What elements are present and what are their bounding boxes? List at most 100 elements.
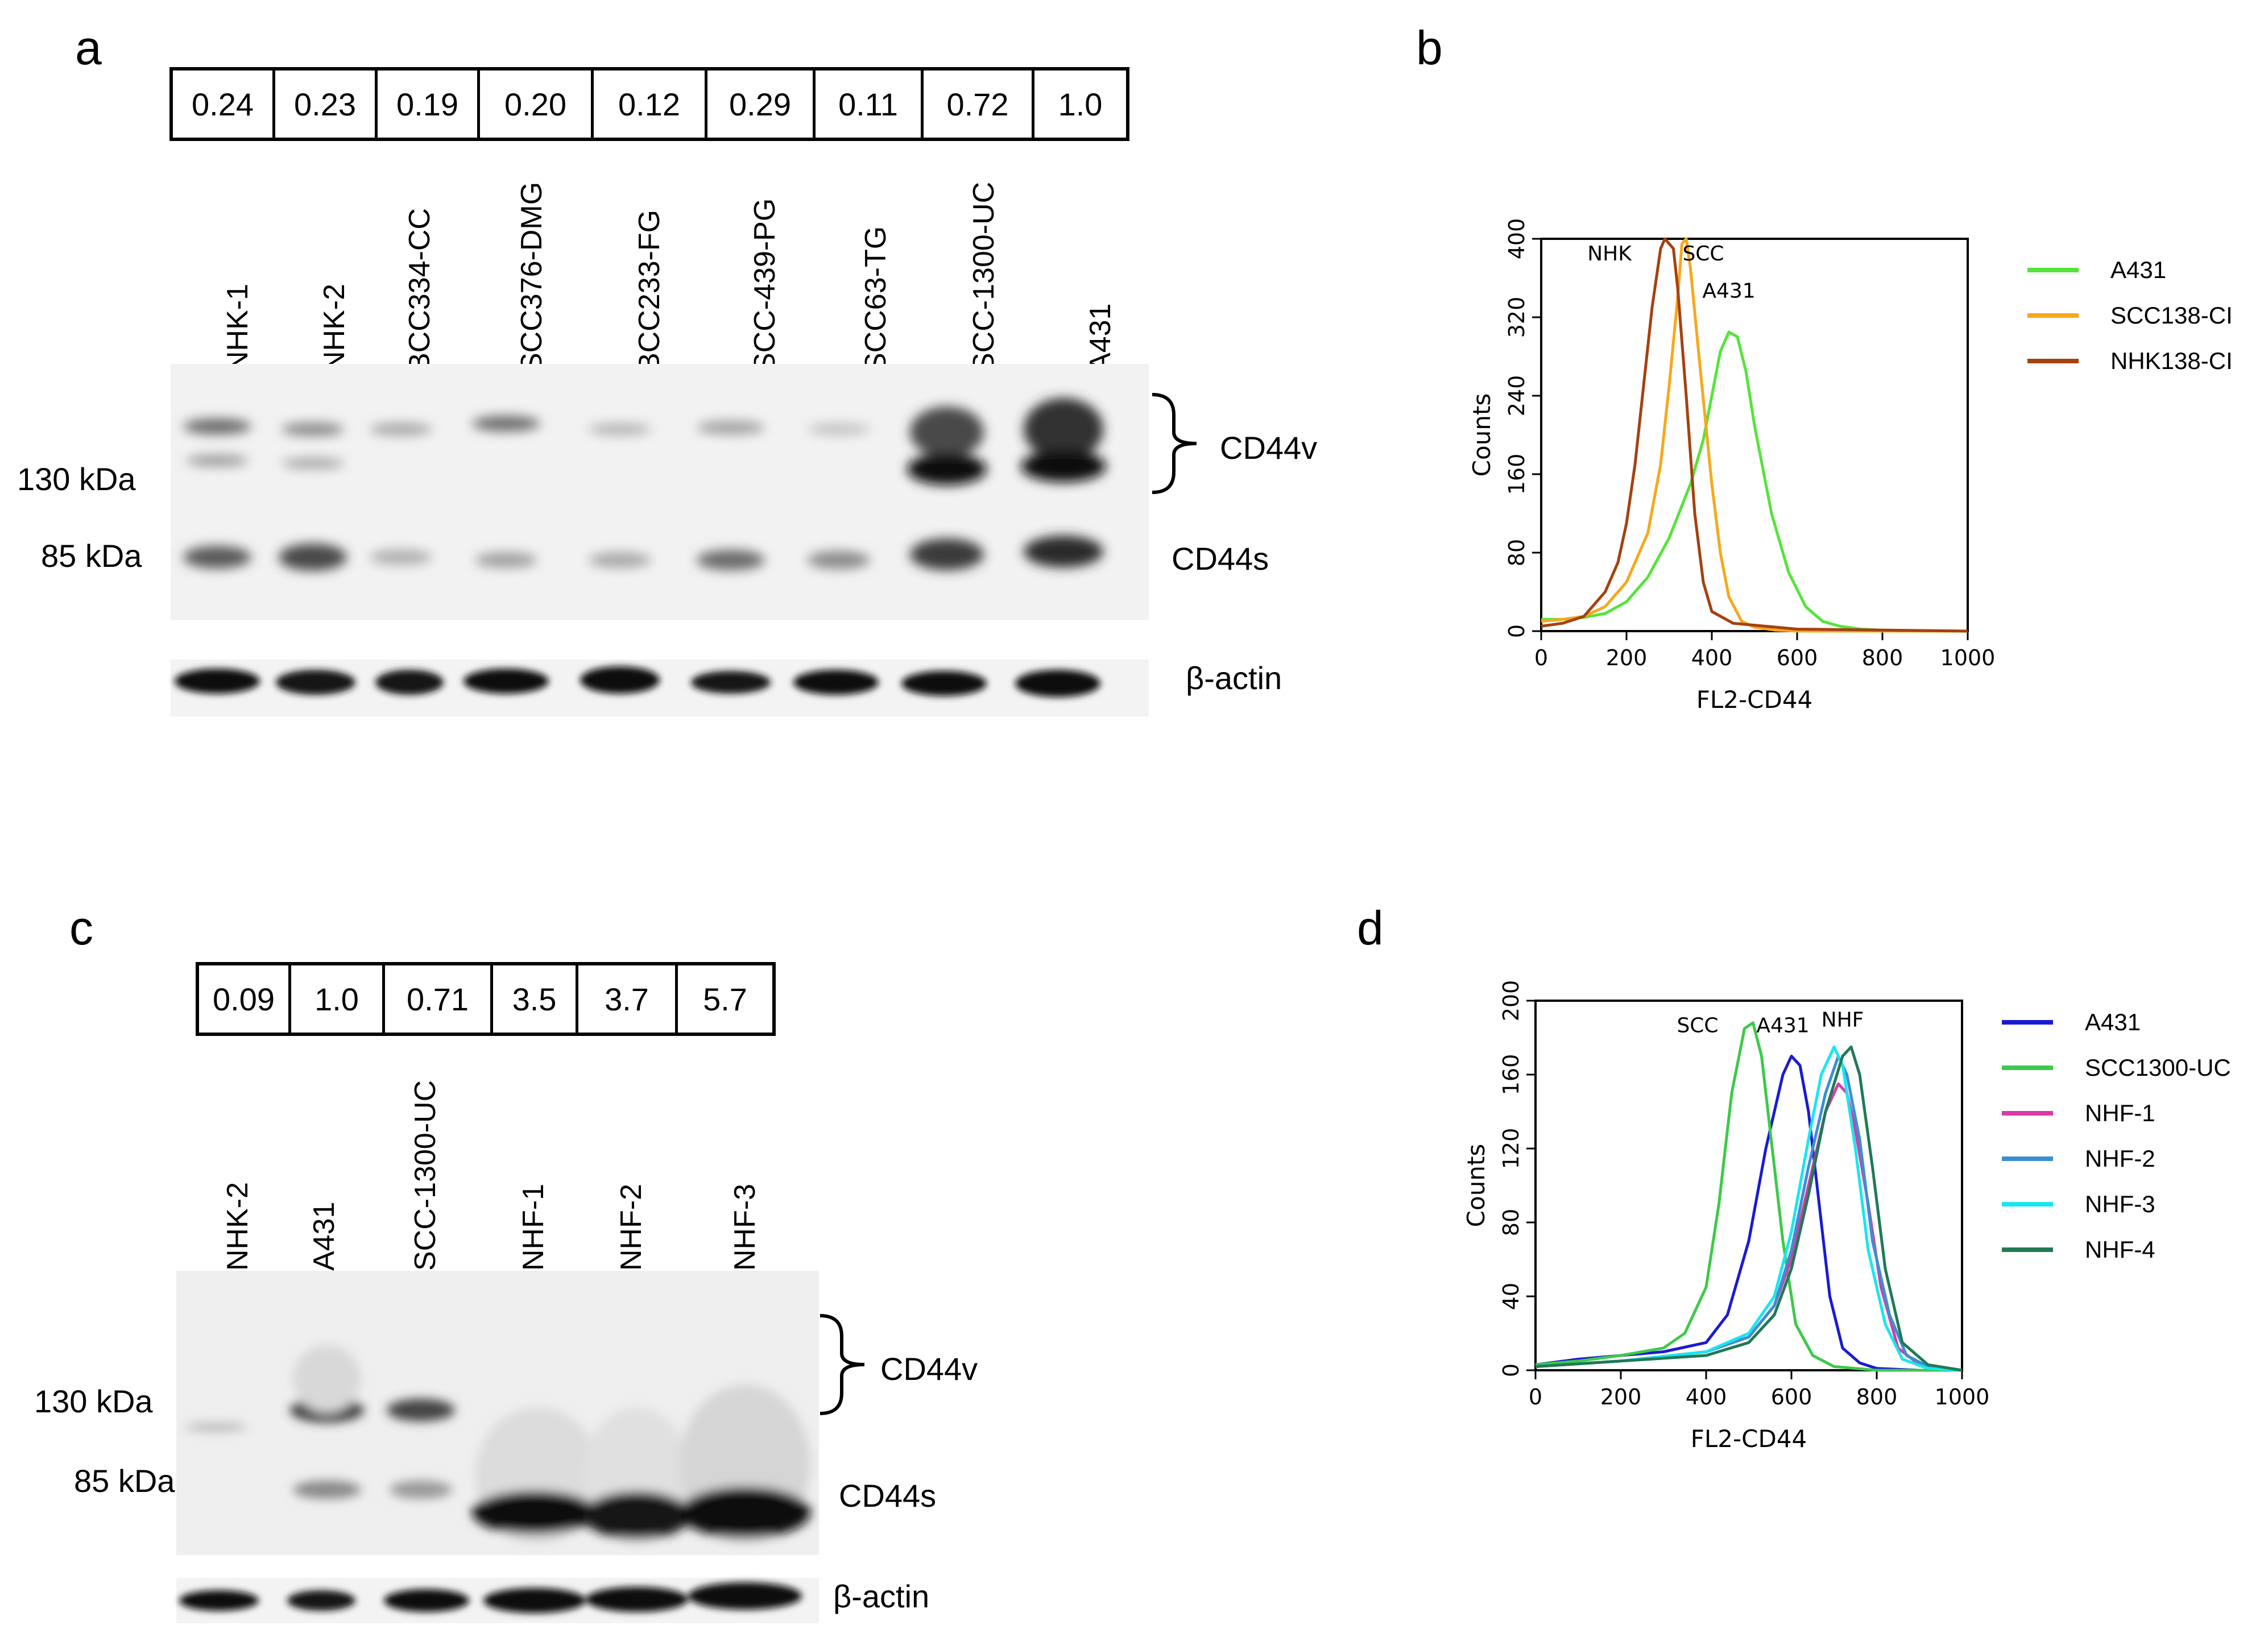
x-axis-title: FL2-CD44 <box>1691 1425 1807 1453</box>
legend-swatch <box>2027 268 2079 272</box>
legend-item: SCC1300-UC <box>2002 1045 2231 1091</box>
y-tick-label: 120 <box>1499 1128 1524 1170</box>
peak-label: SCC <box>1677 1014 1718 1037</box>
lane-label: BCC334-CC <box>403 208 436 372</box>
legend-swatch <box>2002 1020 2053 1025</box>
lane-label: NHF-1 <box>517 1183 550 1271</box>
panel-d-letter: d <box>1357 901 1384 955</box>
y-tick-label: 320 <box>1504 297 1529 338</box>
y-tick-label: 240 <box>1504 375 1529 417</box>
ratio-cell: 0.29 <box>707 71 816 138</box>
x-tick-label: 800 <box>1856 1384 1898 1409</box>
x-tick-label: 200 <box>1606 645 1648 670</box>
legend-swatch <box>2002 1247 2053 1252</box>
legend-item: SCC138-CI <box>2027 293 2233 338</box>
series-line-a431 <box>1541 330 1968 633</box>
y-tick-label: 160 <box>1499 1054 1524 1096</box>
legend-label: SCC138-CI <box>2110 302 2233 329</box>
x-tick-label: 600 <box>1771 1384 1812 1409</box>
panel-a-blot <box>171 364 1149 716</box>
lane-label: NHF-3 <box>729 1183 761 1271</box>
y-tick-label: 80 <box>1499 1209 1524 1236</box>
flow-histogram-b: 0 200 400 600 800 1000 0 80 160 240 320 400 FL2-CD44… <box>1468 218 1996 714</box>
x-tick-label: 0 <box>1534 645 1548 670</box>
lane-label: SCC-1300-UC <box>409 1080 442 1271</box>
ratio-cell: 0.72 <box>924 71 1034 138</box>
legend-d: A431 SCC1300-UC NHF-1 NHF-2 NHF-3 NHF-4 <box>2002 1000 2231 1272</box>
legend-label: A431 <box>2110 256 2167 283</box>
lane-label: BCC233-FG <box>633 209 666 372</box>
y-tick-label: 160 <box>1504 454 1529 495</box>
peak-label: A431 <box>1756 1014 1809 1037</box>
legend-b: A431 SCC138-CI NHK138-CI <box>2027 247 2233 384</box>
x-tick-label: 400 <box>1691 645 1733 670</box>
x-tick-label: 1000 <box>1935 1384 1990 1409</box>
peak-label: NHF <box>1822 1009 1864 1032</box>
x-tick-label: 0 <box>1529 1384 1542 1409</box>
cd44v-label: CD44v <box>880 1351 978 1387</box>
series-line-nhf-2 <box>1535 1055 1963 1372</box>
ratio-cell: 3.5 <box>493 965 578 1033</box>
legend-swatch <box>2027 313 2079 318</box>
legend-swatch <box>2002 1066 2053 1070</box>
panel-a-ratio-table: 0.24 0.23 0.19 0.20 0.12 0.29 0.11 0.72 … <box>169 67 1129 141</box>
lane-label: A431 <box>1084 303 1117 372</box>
legend-label: NHF-2 <box>2085 1145 2155 1172</box>
legend-label: A431 <box>2085 1009 2141 1035</box>
panel-c-blot <box>176 1271 819 1623</box>
x-tick-label: 600 <box>1777 645 1818 670</box>
ratio-cell: 0.20 <box>480 71 594 138</box>
x-axis-title: FL2-CD44 <box>1696 686 1813 714</box>
legend-swatch <box>2027 359 2079 363</box>
legend-item: NHF-1 <box>2002 1091 2231 1136</box>
mw-85-label: 85 kDa <box>41 538 142 574</box>
x-tick-label: 400 <box>1686 1384 1727 1409</box>
legend-item: NHF-2 <box>2002 1136 2231 1181</box>
y-axis-title: Counts <box>1468 393 1496 477</box>
series-line-a431 <box>1535 1055 1962 1372</box>
y-tick-label: 200 <box>1499 980 1524 1022</box>
mw-130-label: 130 kDa <box>17 461 136 497</box>
ratio-cell: 1.0 <box>291 965 385 1033</box>
series-line-nhf-4 <box>1535 1045 1963 1372</box>
lane-label: SCC376-DMG <box>515 181 548 372</box>
ratio-cell: 0.23 <box>275 71 378 138</box>
ratio-cell: 3.7 <box>578 965 678 1033</box>
lane-label: A431 <box>308 1201 341 1271</box>
series-line-nhk138-ci <box>1541 237 1968 633</box>
lane-label: SCC63-TG <box>859 226 892 372</box>
ratio-cell: 0.09 <box>199 965 291 1033</box>
series-line-scc1300-uc <box>1535 1021 1962 1372</box>
y-tick-label: 400 <box>1504 218 1529 260</box>
ratio-cell: 0.24 <box>173 71 275 138</box>
peak-label: SCC <box>1682 242 1724 266</box>
panel-c-letter: c <box>69 901 93 955</box>
series-line-scc138-ci <box>1541 237 1968 633</box>
y-tick-label: 80 <box>1504 539 1529 566</box>
legend-item: NHF-4 <box>2002 1227 2231 1272</box>
x-tick-label: 1000 <box>1940 645 1996 670</box>
ratio-cell: 0.71 <box>385 965 493 1033</box>
x-tick-label: 800 <box>1862 645 1903 670</box>
cd44v-bracket <box>820 1314 865 1415</box>
actin-label: β-actin <box>1186 660 1282 696</box>
panel-a-letter: a <box>75 21 102 74</box>
lane-label: SCC-1300-UC <box>967 181 1000 372</box>
legend-item: NHK138-CI <box>2027 338 2233 384</box>
cd44s-label: CD44s <box>1172 541 1269 577</box>
lane-label: NHK-2 <box>221 1181 254 1271</box>
legend-swatch <box>2002 1156 2053 1161</box>
lane-label: SCC-439-PG <box>748 198 781 372</box>
lane-label: NHK-1 <box>221 283 254 372</box>
legend-swatch <box>2002 1202 2053 1207</box>
ratio-cell: 1.0 <box>1058 86 1103 122</box>
legend-label: NHF-3 <box>2085 1191 2155 1217</box>
plot-frame <box>1540 238 1969 632</box>
panel-c-ratio-table: 0.09 1.0 0.71 3.5 3.7 5.7 <box>196 962 776 1036</box>
peak-label: A431 <box>1702 280 1755 303</box>
mw-85-label: 85 kDa <box>74 1463 175 1499</box>
ratio-cell: 5.7 <box>703 981 747 1017</box>
y-tick-label: 0 <box>1504 624 1529 638</box>
legend-item: A431 <box>2002 1000 2231 1045</box>
x-tick-label: 200 <box>1600 1384 1642 1409</box>
